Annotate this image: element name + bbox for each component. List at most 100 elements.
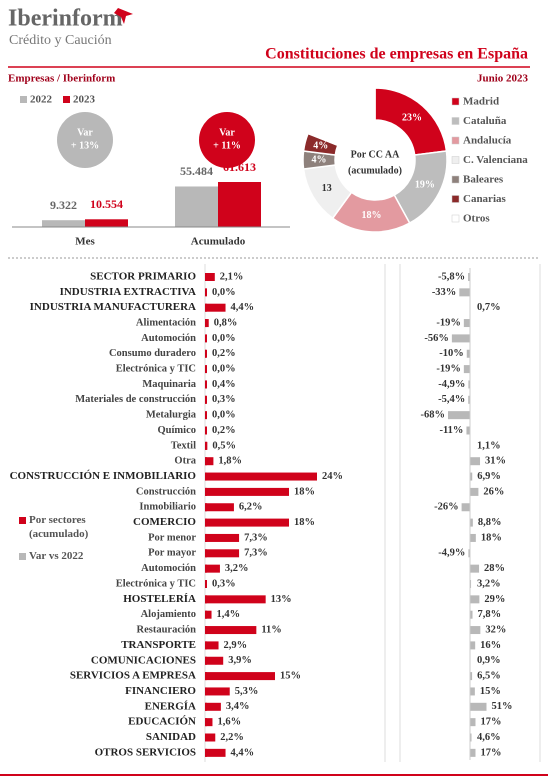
bar <box>205 641 219 650</box>
legend-label: Por sectores (acumulado) <box>29 514 89 540</box>
bar-tick <box>205 733 207 742</box>
value-label: 16% <box>480 640 501 651</box>
bar <box>470 487 479 496</box>
value-label: -5,8% <box>438 271 465 282</box>
category-label: Alojamiento <box>141 609 196 620</box>
bar-tick <box>205 687 207 696</box>
value-label: 0,5% <box>212 440 236 451</box>
value-label: 55.484 <box>180 164 213 178</box>
bar-tick <box>205 457 207 466</box>
legend-label: 2023 <box>73 94 96 106</box>
value-label: -19% <box>436 364 461 375</box>
category-label: Alimentación <box>136 317 196 328</box>
bar <box>470 702 487 711</box>
legend-swatch <box>451 97 460 106</box>
legend-label: Baleares <box>463 174 504 186</box>
bar <box>470 564 480 573</box>
category-label: Construcción <box>136 486 196 497</box>
value-label: -56% <box>424 333 449 344</box>
bar <box>205 702 221 711</box>
legend-swatch <box>451 195 460 203</box>
bar <box>468 549 470 558</box>
value-label: 3,2% <box>225 563 249 574</box>
bar <box>205 549 240 558</box>
category-label: INDUSTRIA EXTRACTIVA <box>60 286 196 298</box>
category-label: Inmobiliario <box>139 502 196 513</box>
donut-slice <box>307 87 376 147</box>
slice-label: 18% <box>361 210 381 221</box>
donut-title: Por CC AA <box>351 149 400 160</box>
bar <box>205 472 317 481</box>
value-label: 1,1% <box>477 440 501 451</box>
value-label: 0,3% <box>212 578 236 589</box>
value-label: 3,2% <box>477 578 501 589</box>
var-label: Var <box>77 127 93 138</box>
bar <box>468 395 470 404</box>
value-label: 3,9% <box>228 655 252 666</box>
category-label: Químico <box>158 425 197 436</box>
value-label: 1,4% <box>217 609 241 620</box>
x-tick-label: Mes <box>75 236 95 248</box>
bar <box>470 610 473 619</box>
value-label: 0,0% <box>212 333 236 344</box>
value-label: 31% <box>485 456 506 467</box>
legend-label: 2022 <box>30 94 53 106</box>
value-label: 6,2% <box>239 502 263 513</box>
bar-tick <box>205 641 207 650</box>
value-label: 0,7% <box>477 302 501 313</box>
bar-tick <box>205 718 207 727</box>
value-label: 28% <box>484 563 505 574</box>
value-label: 6,5% <box>477 671 501 682</box>
category-label: Restauración <box>137 624 197 635</box>
legend-swatch <box>451 214 460 223</box>
value-label: 18% <box>294 486 315 497</box>
bar-tick <box>205 672 207 681</box>
bar-tick <box>205 288 207 297</box>
bar-tick <box>205 595 207 604</box>
bar <box>470 457 481 466</box>
bar <box>466 426 470 435</box>
var-badge <box>57 112 113 168</box>
legend-label: C. Valenciana <box>463 154 528 166</box>
category-label: Otra <box>174 456 196 467</box>
category-label: CONSTRUCCIÓN E INMOBILIARIO <box>10 470 197 482</box>
category-label: COMUNICACIONES <box>91 654 196 666</box>
bar-tick <box>205 702 207 711</box>
bar <box>470 672 473 681</box>
value-label: 0,9% <box>477 655 501 666</box>
legend-swatch <box>451 117 460 125</box>
category-label: Maquinaria <box>142 379 196 390</box>
category-label: TRANSPORTE <box>121 639 196 651</box>
slice-label: 19% <box>415 180 435 191</box>
legend-swatch <box>19 517 26 524</box>
bar-tick <box>205 273 207 281</box>
var-badge <box>199 112 255 168</box>
tagline: Crédito y Caución <box>9 33 112 48</box>
value-label: 32% <box>485 624 506 635</box>
bar-tick <box>205 626 207 635</box>
category-label: Por mayor <box>148 548 196 559</box>
legend-label: Canarias <box>463 193 507 205</box>
legend-label: Andalucía <box>463 135 512 147</box>
value-label: 0,0% <box>212 364 236 375</box>
value-label: 4,4% <box>231 747 255 758</box>
value-label: 1,8% <box>218 456 242 467</box>
bar <box>205 656 224 665</box>
legend-swatch <box>19 553 26 560</box>
bar-tick <box>205 349 207 358</box>
bar <box>463 365 470 374</box>
value-label: -68% <box>421 410 446 421</box>
bar <box>205 718 213 727</box>
bar-tick <box>205 549 207 558</box>
bar-tick <box>205 365 207 374</box>
category-label: ENERGÍA <box>145 700 196 712</box>
bar <box>218 182 261 227</box>
legend-label: Otros <box>463 213 490 225</box>
value-label: 0,8% <box>214 317 238 328</box>
value-label: 11% <box>261 624 281 635</box>
value-label: -19% <box>436 317 461 328</box>
legend-swatch <box>451 136 460 145</box>
bar-tick <box>205 487 207 496</box>
